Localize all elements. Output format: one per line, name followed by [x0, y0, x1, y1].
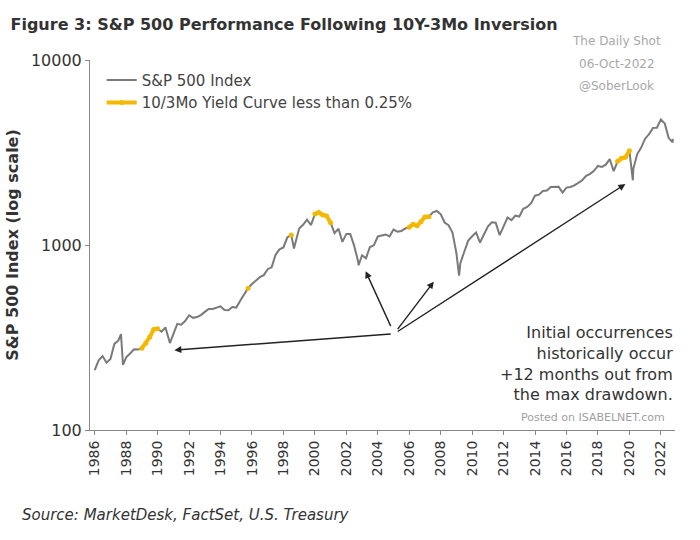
svg-text:1986: 1986 — [86, 441, 102, 477]
svg-text:2018: 2018 — [589, 441, 605, 477]
svg-text:100: 100 — [51, 421, 82, 440]
svg-text:2020: 2020 — [621, 441, 637, 477]
svg-text:2008: 2008 — [432, 441, 448, 477]
svg-text:1998: 1998 — [275, 441, 291, 477]
svg-text:2002: 2002 — [338, 441, 354, 477]
svg-text:2004: 2004 — [369, 441, 385, 477]
svg-text:1996: 1996 — [244, 441, 260, 477]
svg-text:S&P 500 Index: S&P 500 Index — [142, 72, 252, 90]
svg-text:The Daily Shot: The Daily Shot — [572, 34, 661, 48]
svg-text:2022: 2022 — [652, 441, 668, 477]
svg-text:10/3Mo Yield Curve less than 0: 10/3Mo Yield Curve less than 0.25% — [142, 94, 412, 112]
svg-text:1992: 1992 — [181, 441, 197, 477]
svg-text:1994: 1994 — [212, 441, 228, 477]
svg-text:2010: 2010 — [464, 441, 480, 477]
svg-text:Source: MarketDesk, FactSet, U: Source: MarketDesk, FactSet, U.S. Treasu… — [22, 506, 350, 524]
svg-text:10000: 10000 — [31, 51, 82, 70]
svg-text:Initial occurrenceshistoricall: Initial occurrenceshistorically occur+12… — [500, 323, 673, 404]
svg-text:S&P 500 Index (log scale): S&P 500 Index (log scale) — [3, 129, 22, 361]
svg-text:2016: 2016 — [558, 441, 574, 477]
svg-text:1000: 1000 — [41, 236, 82, 255]
svg-text:Posted on ISABELNET.com: Posted on ISABELNET.com — [521, 411, 665, 424]
svg-text:2000: 2000 — [306, 441, 322, 477]
svg-text:06-Oct-2022: 06-Oct-2022 — [579, 57, 655, 71]
svg-text:2012: 2012 — [495, 441, 511, 477]
svg-text:1988: 1988 — [118, 441, 134, 477]
svg-text:2014: 2014 — [527, 441, 543, 477]
svg-text:1990: 1990 — [149, 441, 165, 477]
svg-text:@SoberLook: @SoberLook — [579, 79, 654, 93]
svg-text:2006: 2006 — [401, 441, 417, 477]
svg-text:Figure 3: S&P 500 Performance: Figure 3: S&P 500 Performance Following … — [11, 15, 558, 34]
